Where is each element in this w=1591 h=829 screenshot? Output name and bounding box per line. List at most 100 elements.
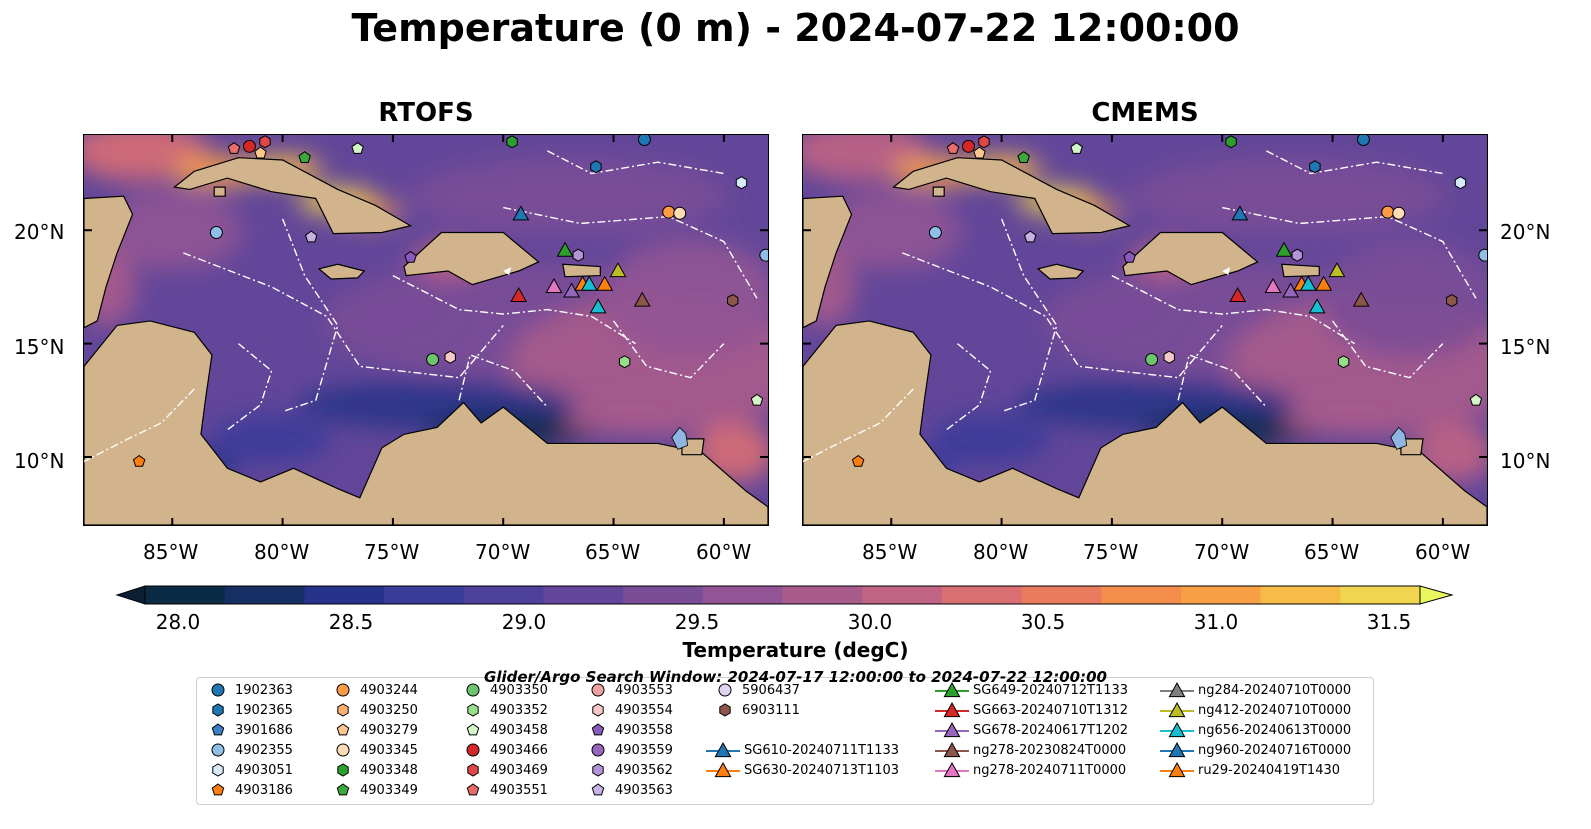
legend-label: 4903563	[615, 782, 673, 798]
argo-float-4903458	[351, 142, 364, 154]
glider-SG663-20240710T1312	[510, 287, 528, 303]
argo-float-4902355	[1478, 248, 1487, 262]
colorbar-bin	[463, 586, 544, 604]
legend-label: 4903051	[235, 762, 293, 778]
colorbar-bin	[1180, 586, 1262, 604]
legend-marker-4903051	[212, 763, 224, 777]
argo-float-4902355	[209, 226, 223, 239]
argo-float-4903458	[1469, 393, 1483, 406]
legend-item-4903558: 4903558	[585, 720, 673, 740]
legend-item-6903111: 6903111	[712, 700, 800, 720]
land-yucatan	[84, 195, 134, 329]
legend-marker-ng284-20240710T0000	[1168, 681, 1186, 698]
legend-item-4903348: 4903348	[330, 760, 418, 780]
eez-boundary	[1266, 150, 1443, 175]
legend-item-ng284-20240710T0000: ng284-20240710T0000	[1160, 680, 1351, 700]
glider-ng412-20240710T0000	[1328, 262, 1346, 278]
panel-title-rtofs: RTOFS	[378, 98, 474, 128]
colorbar-label: Temperature (degC)	[682, 638, 909, 662]
argo-float-4903350	[426, 353, 440, 366]
land-south-america	[803, 320, 1487, 525]
legend-item-4903349: 4903349	[330, 780, 418, 800]
glider-ng656-20240613T0000	[1299, 275, 1317, 291]
argo-float-4903051	[1454, 176, 1467, 190]
legend-label: 4903554	[615, 702, 673, 718]
legend-item-4903186: 4903186	[205, 780, 293, 800]
glider-SG610-20240711T1133	[512, 205, 530, 221]
legend-item-4903458: 4903458	[460, 720, 548, 740]
argo-float-4903558	[404, 250, 417, 263]
legend-item-SG630-20240713T1103: SG630-20240713T1103	[706, 760, 899, 780]
legend-marker-4903466	[466, 743, 480, 757]
legend-label: 4903349	[360, 782, 418, 798]
legend-marker-4902355	[211, 743, 225, 757]
lon-tick-left-70w: 70°W	[475, 540, 531, 564]
colorbar-tick-30-0: 30.0	[847, 610, 893, 634]
argo-float-4903563	[304, 230, 318, 243]
lat-tick-right-10n: 10°N	[1500, 449, 1551, 473]
legend-label: 4903244	[360, 682, 418, 698]
legend-item-4903051: 4903051	[205, 760, 293, 780]
land-jamaica	[1036, 263, 1085, 280]
glider-ng278-20230824T0000	[633, 291, 651, 307]
colorbar-tick-28-0: 28.0	[155, 610, 201, 634]
colorbar-bin	[1260, 586, 1341, 604]
legend-marker-6903111	[719, 703, 731, 717]
argo-float-4903458	[1070, 142, 1083, 154]
lon-tick-right-60w: 60°W	[1415, 540, 1471, 564]
legend-label: 1902365	[235, 702, 293, 718]
legend-item-SG649-20240712T1133: SG649-20240712T1133	[935, 680, 1128, 700]
glider-ng656-20240613T0000	[589, 298, 607, 314]
legend-label: ng656-20240613T0000	[1198, 722, 1352, 738]
land-yucatan	[803, 195, 853, 329]
argo-float-4902355	[759, 248, 768, 262]
legend-label: 4903551	[490, 782, 548, 798]
legend-marker-ng278-20230824T0000	[943, 741, 961, 758]
argo-float-4903352	[1337, 355, 1350, 369]
glider-ng656-20240613T0000	[1308, 298, 1326, 314]
argo-float-4903186	[851, 454, 865, 467]
argo-float-4902355	[928, 226, 942, 239]
eez-boundary	[183, 252, 504, 379]
colorbar-tick-29-5: 29.5	[674, 610, 720, 634]
land-jamaica	[317, 263, 366, 280]
glider-ng412-20240710T0000	[609, 262, 627, 278]
sst-patch	[821, 190, 962, 271]
colorbar-tick-31-5: 31.5	[1366, 610, 1412, 634]
argo-float-4903349	[298, 151, 311, 163]
legend-item-SG678-20240617T1202: SG678-20240617T1202	[935, 720, 1128, 740]
legend-item-4903466: 4903466	[460, 740, 548, 760]
lon-tick-left-85w: 85°W	[143, 540, 199, 564]
legend-marker-4903350	[466, 683, 480, 697]
colorbar-frame	[144, 585, 1421, 605]
argo-float-4903469	[259, 135, 271, 149]
argo-float-4903469	[978, 135, 990, 149]
eez-boundary	[84, 388, 195, 463]
glider-ng278-20240711T0000	[1264, 277, 1282, 293]
legend-marker-4903352	[467, 703, 479, 717]
argo-float-1902363	[1356, 135, 1370, 146]
legend	[196, 677, 1374, 805]
legend-marker-4903458	[466, 723, 480, 736]
sst-patch	[1283, 411, 1404, 435]
legend-label: 4903562	[615, 762, 673, 778]
legend-marker-ru29-20240419T1430	[1168, 761, 1186, 778]
argo-float-1902363	[637, 135, 651, 146]
legend-marker-4903469	[467, 763, 479, 777]
sst-patch	[409, 156, 729, 237]
legend-item-5906437: 5906437	[712, 680, 800, 700]
legend-label: ng960-20240716T0000	[1198, 742, 1352, 758]
legend-marker-SG663-20240710T1312	[943, 701, 961, 718]
colorbar-bin	[384, 586, 465, 604]
argo-float-4903051	[735, 176, 748, 190]
legend-marker-4903558	[591, 723, 605, 736]
eez-boundary	[547, 150, 724, 175]
legend-marker-4903345	[336, 743, 350, 757]
eez-boundary	[226, 343, 273, 431]
colorbar-tick-30-5: 30.5	[1020, 610, 1066, 634]
legend-item-ng412-20240710T0000: ng412-20240710T0000	[1160, 700, 1351, 720]
sst-patch	[1128, 156, 1448, 237]
legend-marker-3901686	[211, 723, 225, 736]
land-puerto-rico	[1281, 263, 1320, 278]
legend-marker-4903551	[466, 783, 480, 796]
